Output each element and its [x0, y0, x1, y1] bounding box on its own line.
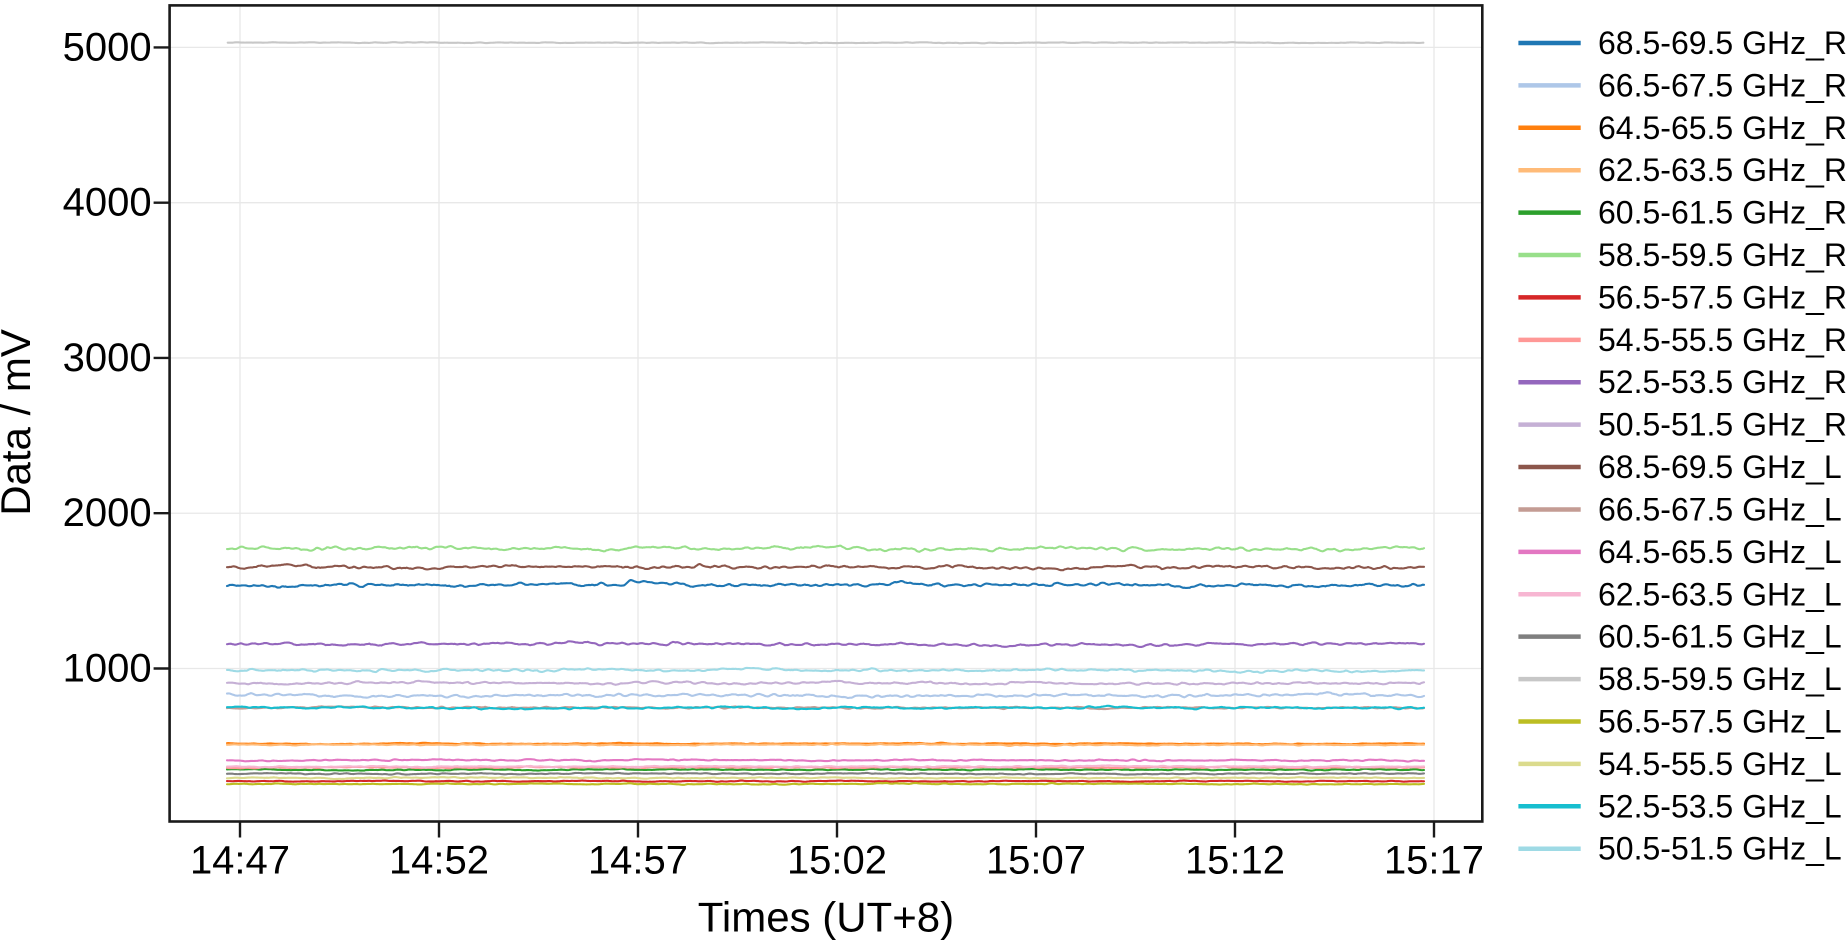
- svg-text:64.5-65.5 GHz_R: 64.5-65.5 GHz_R: [1598, 110, 1847, 146]
- svg-text:15:02: 15:02: [787, 839, 887, 883]
- svg-text:14:52: 14:52: [389, 839, 489, 883]
- svg-text:66.5-67.5 GHz_R: 66.5-67.5 GHz_R: [1598, 67, 1847, 103]
- svg-text:68.5-69.5 GHz_L: 68.5-69.5 GHz_L: [1598, 449, 1842, 485]
- svg-text:15:07: 15:07: [986, 839, 1086, 883]
- svg-text:68.5-69.5 GHz_R: 68.5-69.5 GHz_R: [1598, 25, 1847, 61]
- svg-text:52.5-53.5 GHz_R: 52.5-53.5 GHz_R: [1598, 364, 1847, 400]
- svg-text:Data / mV: Data / mV: [0, 329, 39, 516]
- svg-text:14:57: 14:57: [588, 839, 688, 883]
- svg-text:56.5-57.5 GHz_R: 56.5-57.5 GHz_R: [1598, 279, 1847, 315]
- svg-text:62.5-63.5 GHz_L: 62.5-63.5 GHz_L: [1598, 576, 1842, 612]
- svg-text:5000: 5000: [63, 25, 152, 69]
- svg-text:64.5-65.5 GHz_L: 64.5-65.5 GHz_L: [1598, 534, 1842, 570]
- svg-text:14:47: 14:47: [190, 839, 290, 883]
- svg-text:60.5-61.5 GHz_L: 60.5-61.5 GHz_L: [1598, 619, 1842, 655]
- svg-text:58.5-59.5 GHz_L: 58.5-59.5 GHz_L: [1598, 661, 1842, 697]
- svg-text:66.5-67.5 GHz_L: 66.5-67.5 GHz_L: [1598, 491, 1842, 527]
- svg-text:50.5-51.5 GHz_L: 50.5-51.5 GHz_L: [1598, 831, 1842, 867]
- svg-text:56.5-57.5 GHz_L: 56.5-57.5 GHz_L: [1598, 703, 1842, 739]
- svg-text:15:12: 15:12: [1185, 839, 1285, 883]
- svg-text:1000: 1000: [63, 647, 152, 691]
- svg-text:52.5-53.5 GHz_L: 52.5-53.5 GHz_L: [1598, 788, 1842, 824]
- svg-text:4000: 4000: [63, 181, 152, 225]
- svg-text:58.5-59.5 GHz_R: 58.5-59.5 GHz_R: [1598, 237, 1847, 273]
- svg-text:54.5-55.5 GHz_L: 54.5-55.5 GHz_L: [1598, 746, 1842, 782]
- svg-text:60.5-61.5 GHz_R: 60.5-61.5 GHz_R: [1598, 195, 1847, 231]
- svg-text:Times (UT+8): Times (UT+8): [698, 894, 954, 941]
- svg-text:62.5-63.5 GHz_R: 62.5-63.5 GHz_R: [1598, 152, 1847, 188]
- svg-text:2000: 2000: [63, 491, 152, 535]
- svg-text:54.5-55.5 GHz_R: 54.5-55.5 GHz_R: [1598, 322, 1847, 358]
- svg-text:3000: 3000: [63, 336, 152, 380]
- svg-text:50.5-51.5 GHz_R: 50.5-51.5 GHz_R: [1598, 407, 1847, 443]
- svg-text:15:17: 15:17: [1384, 839, 1484, 883]
